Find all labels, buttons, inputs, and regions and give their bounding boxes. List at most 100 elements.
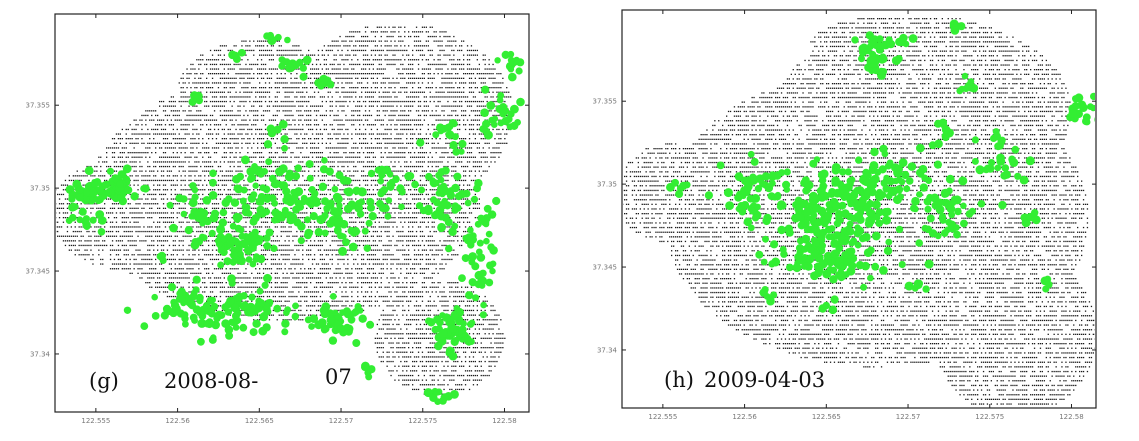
background-point xyxy=(362,282,365,284)
background-point xyxy=(180,124,182,126)
background-point xyxy=(251,63,253,66)
background-point xyxy=(337,156,339,158)
background-point xyxy=(219,277,222,279)
background-point xyxy=(266,54,269,56)
background-point xyxy=(164,128,167,131)
background-point xyxy=(260,40,263,42)
background-point xyxy=(294,309,296,312)
background-point xyxy=(237,147,239,149)
background-point xyxy=(217,184,220,186)
background-point xyxy=(345,230,347,233)
background-point xyxy=(209,156,212,158)
background-point xyxy=(276,198,278,200)
background-point xyxy=(80,254,82,256)
background-point xyxy=(345,147,347,149)
background-point xyxy=(255,133,257,135)
background-point xyxy=(300,272,302,274)
background-point xyxy=(351,114,353,117)
background-point xyxy=(94,170,96,172)
background-point xyxy=(249,156,251,158)
background-point xyxy=(202,184,204,186)
background-point xyxy=(209,124,212,126)
background-point xyxy=(300,128,302,131)
background-point xyxy=(92,175,94,177)
background-point xyxy=(96,235,98,237)
background-point xyxy=(157,161,159,163)
background-point xyxy=(302,314,304,316)
background-point xyxy=(239,152,241,154)
background-point xyxy=(349,96,351,98)
background-point xyxy=(349,73,351,75)
background-point xyxy=(300,268,302,270)
background-point xyxy=(368,300,371,302)
background-point xyxy=(206,152,208,154)
background-point xyxy=(164,184,167,186)
background-point xyxy=(147,142,149,144)
background-point xyxy=(364,207,367,209)
background-point xyxy=(323,268,325,270)
background-point xyxy=(268,175,271,177)
background-point xyxy=(149,217,151,219)
background-point xyxy=(217,282,220,284)
background-point xyxy=(364,184,367,186)
background-point xyxy=(68,249,70,251)
background-point xyxy=(368,161,371,163)
background-point xyxy=(108,212,110,214)
background-point xyxy=(368,152,371,154)
background-point xyxy=(276,110,278,112)
background-point xyxy=(127,254,129,256)
background-point xyxy=(276,249,278,251)
background-point xyxy=(184,128,186,131)
background-point xyxy=(182,170,184,172)
background-point xyxy=(310,138,312,140)
background-point xyxy=(290,142,292,144)
background-point xyxy=(362,77,365,79)
background-point xyxy=(278,91,280,93)
background-point xyxy=(190,68,192,70)
background-point xyxy=(174,240,176,242)
background-point xyxy=(198,184,200,186)
background-point xyxy=(198,203,200,205)
background-point xyxy=(190,193,192,196)
background-point xyxy=(364,26,367,28)
background-point xyxy=(278,249,280,251)
background-point xyxy=(147,165,149,168)
background-point xyxy=(337,147,339,149)
background-point xyxy=(239,105,241,107)
background-point xyxy=(151,263,153,265)
background-point xyxy=(296,249,298,251)
background-point xyxy=(143,272,145,274)
background-point xyxy=(249,96,251,98)
background-point xyxy=(111,147,114,149)
background-point xyxy=(302,54,304,56)
background-point xyxy=(221,96,223,98)
background-point xyxy=(260,119,263,121)
background-point xyxy=(313,77,316,79)
background-point xyxy=(321,240,323,242)
background-point xyxy=(208,87,210,89)
background-point xyxy=(194,235,196,237)
background-point xyxy=(364,73,367,75)
background-point xyxy=(331,161,333,163)
background-point xyxy=(255,100,257,103)
background-point xyxy=(351,179,353,182)
background-point xyxy=(351,82,353,84)
background-point xyxy=(255,175,257,177)
background-point xyxy=(278,110,280,112)
background-point xyxy=(235,119,237,121)
background-point xyxy=(353,68,355,70)
background-point xyxy=(164,212,167,214)
background-point xyxy=(135,138,137,140)
background-point xyxy=(321,254,323,256)
background-point xyxy=(260,49,263,52)
background-point xyxy=(125,128,127,131)
background-point xyxy=(276,268,278,270)
background-point xyxy=(335,235,337,237)
background-point xyxy=(249,165,251,168)
background-point xyxy=(147,152,149,154)
background-point xyxy=(125,258,127,261)
background-point xyxy=(125,268,127,270)
y-tick-label: 37.355 xyxy=(26,102,51,110)
background-point xyxy=(253,124,255,126)
background-point xyxy=(325,124,327,126)
